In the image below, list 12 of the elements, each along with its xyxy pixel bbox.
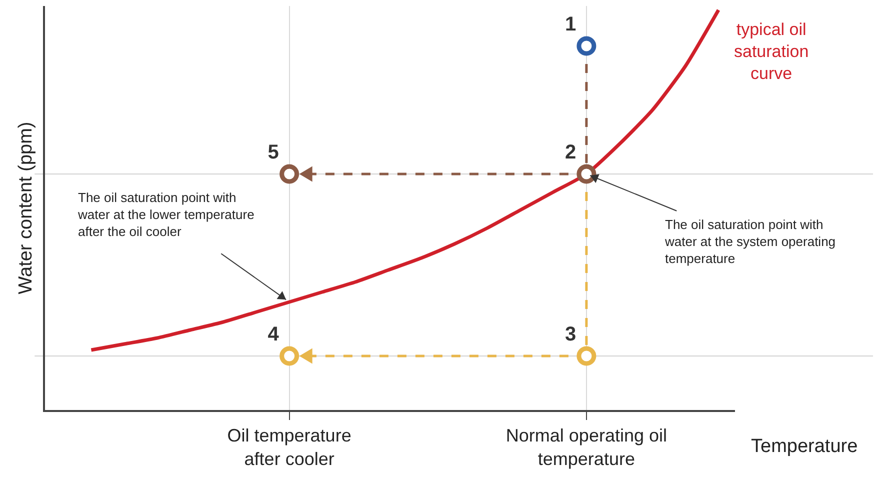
- y-axis-title: Water content (ppm): [15, 122, 36, 294]
- series-label: 2: [564, 142, 576, 164]
- x-tick-label: Normal operating oil temperature: [506, 426, 667, 469]
- x-axis-title: Temperature: [751, 436, 858, 457]
- series-label: 1: [564, 14, 576, 36]
- annotation: The oil saturation point with water at the lower temperature after the oil cooler: [77, 190, 254, 239]
- annotation: The oil saturation point with water at the system operating temperature: [664, 217, 836, 266]
- x-tick-label: Oil temperature after cooler: [227, 426, 352, 469]
- series-label: 3: [564, 324, 576, 346]
- series-label: typical oil saturation curve: [734, 20, 809, 84]
- series-label: 5: [268, 142, 279, 164]
- series-label: 4: [268, 324, 280, 346]
